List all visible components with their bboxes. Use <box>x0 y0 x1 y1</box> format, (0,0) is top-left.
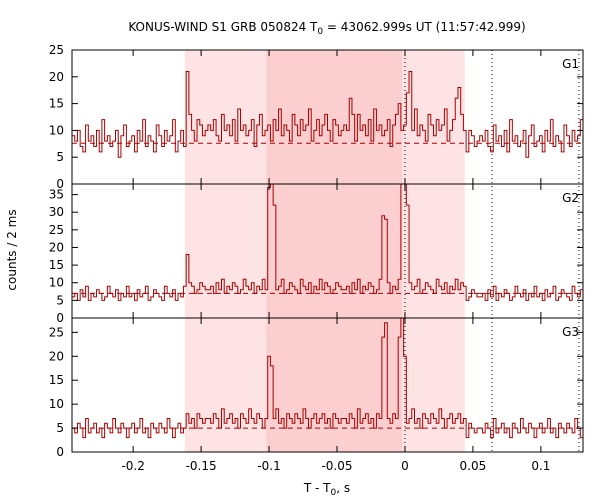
y-tick-label-G2: 5 <box>56 293 64 307</box>
x-tick-label: 0.1 <box>531 459 550 473</box>
y-tick-label-G3: 0 <box>56 445 64 459</box>
series-G1 <box>72 70 583 158</box>
y-tick-label-G2: 10 <box>49 276 64 290</box>
y-axis-title: counts / 2 ms <box>5 209 19 290</box>
y-tick-label-G1: 0 <box>56 177 64 191</box>
y-tick-label-G1: 10 <box>49 123 64 137</box>
y-tick-label-G1: 5 <box>56 150 64 164</box>
x-tick-label: -0.15 <box>186 459 217 473</box>
chart-title: KONUS-WIND S1 GRB 050824 T0 = 43062.999s… <box>128 20 525 37</box>
light-curves <box>72 70 583 439</box>
x-tick-label: 0 <box>401 459 409 473</box>
panel-label-G1: G1 <box>562 57 579 71</box>
y-tick-label-G2: 30 <box>49 205 64 219</box>
y-tick-label-G1: 25 <box>49 43 64 57</box>
x-tick-label: -0.1 <box>257 459 280 473</box>
y-tick-label-G2: 35 <box>49 188 64 202</box>
y-tick-label-G3: 10 <box>49 397 64 411</box>
y-tick-label-G1: 20 <box>49 70 64 84</box>
y-tick-label-G3: 20 <box>49 349 64 363</box>
y-tick-label-G3: 25 <box>49 325 64 339</box>
shaded-interval-2 <box>266 50 403 452</box>
panel-label-G3: G3 <box>562 325 579 339</box>
x-tick-label: -0.05 <box>321 459 352 473</box>
x-tick-label: 0.05 <box>460 459 487 473</box>
y-tick-label-G3: 5 <box>56 421 64 435</box>
series-G3 <box>72 317 583 439</box>
y-tick-label-G3: 15 <box>49 373 64 387</box>
panel-frames <box>71 49 584 453</box>
labels: 0 5 10 15 20 25 G1 0 5 10 15 20 25 30 35 G2 0 5 10 15 20 25 G3… <box>49 43 579 473</box>
shaded-intervals <box>184 50 465 452</box>
y-tick-label-G1: 15 <box>49 97 64 111</box>
y-tick-label-G2: 15 <box>49 258 64 272</box>
panel-label-G2: G2 <box>562 191 579 205</box>
y-tick-label-G2: 20 <box>49 240 64 254</box>
x-axis-title: T - T0, s <box>303 481 350 498</box>
panel-frame-G3 <box>71 317 584 453</box>
x-tick-label: -0.2 <box>121 459 144 473</box>
series-G2 <box>72 183 583 301</box>
y-tick-label-G2: 0 <box>56 311 64 325</box>
y-tick-label-G2: 25 <box>49 223 64 237</box>
reference-lines <box>404 50 580 452</box>
